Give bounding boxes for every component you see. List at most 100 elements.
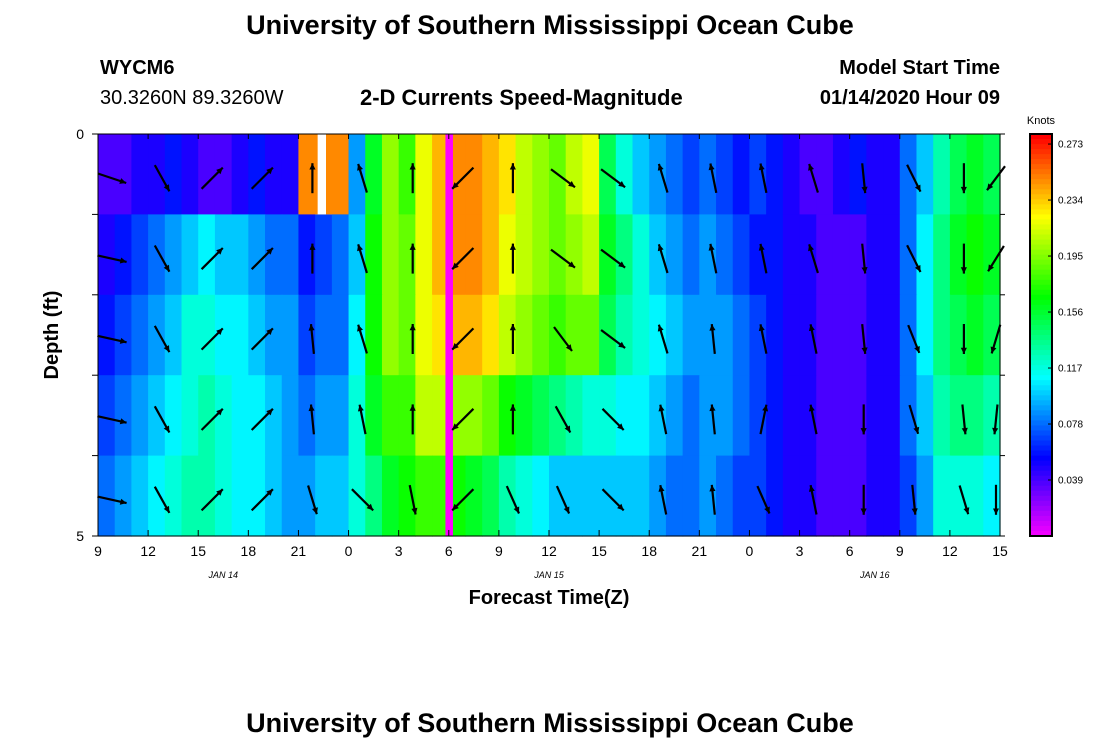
- colorbar-step: [1030, 350, 1052, 356]
- arrow-head: [618, 181, 626, 188]
- current-arrow: [958, 485, 970, 515]
- heatmap-cell: [465, 134, 483, 215]
- heatmap-cell: [716, 375, 734, 457]
- heatmap-cell: [615, 375, 634, 457]
- arrow-head: [309, 243, 316, 250]
- heatmap-cell: [248, 455, 266, 537]
- current-arrow: [907, 324, 921, 354]
- current-arrow: [200, 247, 224, 270]
- heatmap-cell: [665, 455, 684, 537]
- heatmap-cell: [615, 214, 634, 296]
- heatmap-cell: [482, 214, 500, 296]
- heatmap-cell: [565, 375, 583, 457]
- arrow-head: [452, 503, 459, 511]
- x-tick-label: 6: [846, 543, 854, 559]
- arrow-head: [709, 324, 716, 331]
- x-tick-label: 9: [94, 543, 102, 559]
- current-arrow: [709, 484, 716, 515]
- heatmap-cell: [198, 375, 216, 457]
- heatmap-cell: [899, 455, 918, 537]
- heatmap-cell: [866, 294, 884, 376]
- current-arrow: [600, 168, 626, 189]
- arrow-head: [357, 404, 364, 412]
- colorbar-step: [1030, 139, 1052, 145]
- heatmap-cell: [214, 375, 233, 457]
- arrow-head: [758, 243, 765, 251]
- heatmap-cell: [415, 294, 433, 376]
- heatmap-cell: [465, 214, 483, 296]
- heatmap-cell: [782, 375, 801, 457]
- x-tick-label: 21: [692, 543, 708, 559]
- heatmap-cell: [632, 294, 650, 376]
- arrow-head: [216, 248, 223, 255]
- colorbar-step: [1030, 460, 1052, 467]
- arrow-head: [568, 181, 575, 188]
- y-tick-label: 0: [76, 126, 84, 142]
- heatmap-cell: [799, 134, 817, 215]
- colorbar-tick-label: 0.156: [1058, 308, 1083, 319]
- arrow-head: [914, 184, 921, 192]
- colorbar-step: [1030, 520, 1052, 527]
- heatmap-cell: [348, 455, 366, 537]
- heatmap-cell: [866, 455, 884, 537]
- heatmap-cell: [482, 294, 500, 376]
- colorbar-step: [1030, 159, 1052, 165]
- arrow-head: [861, 186, 868, 194]
- current-arrow: [708, 243, 718, 274]
- heatmap-cell: [649, 294, 667, 376]
- arrow-head: [808, 324, 815, 332]
- colorbar-step: [1030, 294, 1052, 301]
- heatmap-cell: [649, 134, 667, 215]
- current-arrow: [307, 485, 318, 515]
- heatmap-cell: [448, 455, 467, 537]
- heatmap-cell: [649, 375, 667, 457]
- current-arrow: [153, 164, 171, 192]
- heatmap-cell: [966, 214, 984, 296]
- current-arrow: [758, 324, 768, 354]
- heatmap-cell: [298, 375, 316, 457]
- heatmap-cell: [766, 134, 784, 215]
- current-arrow: [451, 247, 475, 270]
- current-arrow: [861, 323, 868, 355]
- heatmap-cell: [849, 375, 867, 457]
- arrow-head: [266, 167, 273, 175]
- colorbar-step: [1030, 375, 1052, 382]
- current-arrow: [409, 163, 416, 194]
- heatmap-cell: [265, 214, 283, 296]
- colorbar-tick-label: 0.195: [1058, 252, 1083, 263]
- heatmap-cell: [148, 375, 166, 457]
- heatmap-cell: [749, 134, 767, 215]
- heatmap-cell: [682, 134, 700, 215]
- current-arrow: [250, 166, 274, 190]
- arrow-head: [163, 345, 170, 353]
- arrow-head: [913, 426, 920, 434]
- heatmap-cell: [515, 294, 533, 376]
- heatmap-cell: [498, 134, 517, 215]
- heatmap-cell: [582, 455, 600, 537]
- heatmap-cell: [849, 214, 867, 296]
- heatmap-cell: [214, 294, 233, 376]
- heatmap-cell: [498, 294, 517, 376]
- heatmap-cell: [565, 134, 583, 215]
- heatmap-cell: [749, 294, 767, 376]
- heatmap-cell: [799, 294, 817, 376]
- heatmap-cell: [398, 294, 416, 376]
- heatmap-cell: [148, 134, 166, 215]
- arrow-head: [216, 167, 223, 175]
- arrow-head: [409, 163, 416, 170]
- current-arrow: [960, 163, 967, 194]
- current-arrow: [308, 404, 315, 435]
- heatmap-cell: [448, 375, 467, 457]
- arrow-head: [758, 163, 765, 171]
- heatmap-cell: [916, 455, 934, 537]
- heatmap-cell: [365, 214, 383, 296]
- arrow-head: [861, 267, 868, 274]
- heatmap-cell: [832, 375, 851, 457]
- heatmap-cell: [933, 214, 951, 296]
- heatmap-cell: [381, 455, 400, 537]
- colorbar-step: [1030, 335, 1052, 341]
- heatmap-cell: [465, 375, 483, 457]
- colorbar-step: [1030, 525, 1052, 532]
- heatmap-cell: [231, 375, 249, 457]
- current-arrow: [250, 488, 274, 512]
